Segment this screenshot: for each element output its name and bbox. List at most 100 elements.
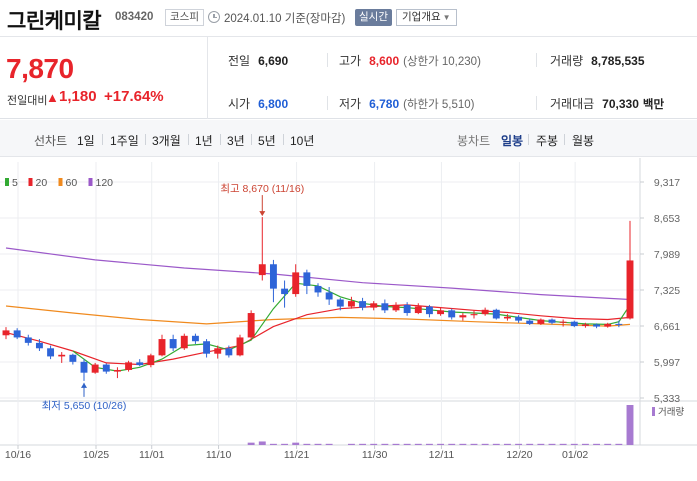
low-label: 저가 <box>339 97 362 111</box>
ma-legend-swatch <box>58 178 63 186</box>
current-price: 7,870 <box>6 53 74 84</box>
high-value: 8,600 <box>369 54 400 68</box>
stock-code: 083420 <box>115 11 154 23</box>
period-1d[interactable]: 1일 <box>77 134 95 148</box>
y-tick-label: 9,317 <box>654 177 680 189</box>
y-tick-label: 8,653 <box>654 213 680 225</box>
volume-stat: 거래량 8,785,535 <box>550 52 645 69</box>
period-5y[interactable]: 5년 <box>258 134 276 148</box>
chevron-down-icon: ▼ <box>442 13 451 22</box>
candle-body <box>69 354 77 362</box>
divider <box>283 134 284 145</box>
volume-bar <box>414 443 422 445</box>
candle-body <box>481 309 489 315</box>
period-3y[interactable]: 3년 <box>227 134 245 148</box>
candle-body <box>626 260 634 319</box>
amount-unit: 백만 <box>642 99 665 111</box>
candle-body <box>336 299 344 307</box>
divider <box>327 53 328 67</box>
candle-body <box>236 337 244 356</box>
ma-legend-swatch <box>5 178 9 186</box>
volume-legend-swatch <box>652 407 655 416</box>
base-date: 2024.01.10 기준(장마감) <box>224 13 346 25</box>
divider <box>528 134 529 145</box>
candle-body <box>526 320 534 324</box>
ma120-line <box>5 247 631 301</box>
candle-body <box>180 335 188 349</box>
prev-close-value: 6,690 <box>258 54 289 68</box>
candle-body <box>258 264 266 276</box>
volume-bar <box>570 443 578 445</box>
line-chart-label: 선차트 <box>34 134 68 148</box>
volume-bar <box>470 443 478 445</box>
period-3m[interactable]: 3개월 <box>152 134 181 148</box>
volume-bar <box>448 443 456 445</box>
amount-stat: 거래대금 70,330 백만 <box>550 95 664 112</box>
volume-bar <box>403 443 411 445</box>
candle-body <box>58 354 66 357</box>
clock-icon <box>208 11 220 23</box>
candle-body <box>13 330 21 338</box>
volume-bar <box>359 443 367 445</box>
divider <box>220 134 221 145</box>
change-value: 1,180 <box>59 88 97 105</box>
candle-daily[interactable]: 일봉 <box>501 134 524 148</box>
candle-body <box>24 337 32 343</box>
volume-value: 8,785,535 <box>591 54 645 68</box>
high-annotation: 최고 8,670 (11/16) <box>220 183 304 195</box>
candle-body <box>136 362 144 366</box>
candle-body <box>269 264 277 289</box>
x-tick-label: 11/10 <box>206 449 232 461</box>
divider <box>536 96 537 110</box>
upper-limit: (상한가 10,230) <box>403 56 481 68</box>
current-price-box: 7,870 전일대비 ▲ 1,180 +17.64% <box>0 37 208 119</box>
high-marker-arrow <box>259 211 266 217</box>
volume-bar <box>392 443 400 445</box>
period-10y[interactable]: 10년 <box>290 134 315 148</box>
x-tick-label: 01/02 <box>562 449 588 461</box>
stock-chart[interactable]: 9,317 8,653 7,989 7,325 6,661 5,997 5,333 10/16… <box>0 158 697 481</box>
volume-bar <box>604 443 612 445</box>
ma-legend-label: 120 <box>96 177 114 189</box>
divider <box>188 134 189 145</box>
candle-body <box>470 314 478 316</box>
volume-bar <box>281 443 289 445</box>
candle-body <box>370 303 378 308</box>
volume-bar <box>314 443 322 445</box>
volume-bar <box>437 443 445 445</box>
candle-body <box>570 321 578 327</box>
chart-canvas[interactable]: 9,317 8,653 7,989 7,325 6,661 5,997 5,333 10/16… <box>0 158 697 481</box>
prev-close-stat: 전일 6,690 <box>228 52 288 69</box>
ma60-line <box>5 305 631 327</box>
x-tick-label: 12/11 <box>429 449 455 461</box>
ma-legend-swatch <box>88 178 93 186</box>
candle-weekly[interactable]: 주봉 <box>536 134 559 148</box>
ma-legend-label: 5 <box>12 177 18 189</box>
candle-monthly[interactable]: 월봉 <box>572 134 595 148</box>
period-1w[interactable]: 1주일 <box>110 134 139 148</box>
candle-body <box>214 348 222 354</box>
company-info-dropdown[interactable]: 기업개요 ▼ <box>396 9 457 26</box>
candle-body <box>359 301 367 308</box>
x-tick-label: 10/25 <box>83 449 109 461</box>
candle-body <box>414 306 422 314</box>
company-info-label: 기업개요 <box>402 11 441 23</box>
volume-bar <box>548 443 556 445</box>
candle-body <box>247 313 255 338</box>
y-tick-label: 5,333 <box>654 393 680 405</box>
candle-body <box>91 364 99 373</box>
volume-bar <box>492 443 500 445</box>
realtime-button[interactable]: 실시간 <box>355 9 392 26</box>
y-tick-label: 7,989 <box>654 249 680 261</box>
candle-body <box>492 309 500 319</box>
candle-body <box>303 272 311 286</box>
period-1y[interactable]: 1년 <box>195 134 213 148</box>
candle-body <box>347 301 355 307</box>
lower-limit: (하한가 5,510) <box>403 99 475 111</box>
volume-bar <box>269 443 277 445</box>
volume-bar <box>581 443 589 445</box>
amount-value: 70,330 <box>602 97 639 111</box>
candle-body <box>448 310 456 318</box>
candle-body <box>158 339 166 356</box>
x-tick-label: 11/30 <box>362 449 388 461</box>
